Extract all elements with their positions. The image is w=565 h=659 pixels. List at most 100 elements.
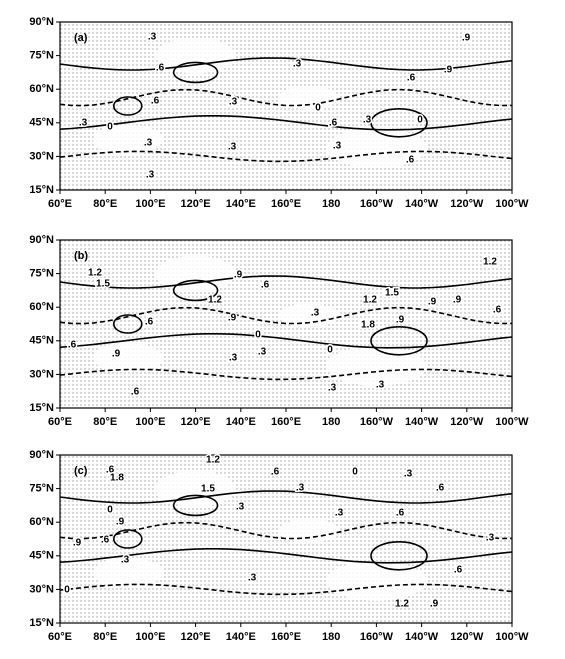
positive-contour bbox=[59, 57, 513, 71]
contour-label: .3 bbox=[376, 380, 385, 391]
contour-label: 0 bbox=[107, 505, 113, 516]
panel-label: (b) bbox=[74, 250, 88, 262]
lat-tick-label: 90°N bbox=[29, 449, 54, 461]
contour-label: 1.2 bbox=[88, 268, 102, 279]
contour-label: .3 bbox=[328, 383, 337, 394]
lon-tick-label: 160°W bbox=[360, 416, 394, 428]
lon-tick-label: 100°E bbox=[135, 631, 165, 643]
lat-tick-label: 75°N bbox=[29, 483, 54, 495]
contour-label: .3 bbox=[148, 32, 157, 43]
closed-contour bbox=[370, 108, 428, 138]
contour-label: .9 bbox=[73, 538, 82, 549]
contour-label: 1.2 bbox=[395, 599, 409, 610]
contour-label: .9 bbox=[234, 270, 243, 281]
positive-contour bbox=[59, 490, 513, 504]
contour-label: .3 bbox=[229, 97, 238, 108]
contour-label: 1.5 bbox=[201, 484, 215, 495]
lat-tick-label: 75°N bbox=[29, 268, 54, 280]
contour-label: .6 bbox=[329, 118, 338, 129]
negative-contour bbox=[59, 583, 513, 596]
contour-label: .3 bbox=[486, 533, 495, 544]
lon-tick-label: 60°E bbox=[48, 416, 72, 428]
closed-contour bbox=[172, 494, 219, 517]
lat-tick-label: 30°N bbox=[29, 583, 54, 595]
lat-tick-label: 45°N bbox=[29, 335, 54, 347]
contour-label: 0 bbox=[352, 467, 358, 478]
contour-label: .6 bbox=[454, 565, 463, 576]
lon-tick-label: 100°W bbox=[495, 416, 529, 428]
lat-tick-label: 15°N bbox=[29, 184, 54, 196]
lat-tick-label: 60°N bbox=[29, 301, 54, 313]
closed-contour bbox=[172, 279, 219, 302]
contour-label: 0 bbox=[255, 330, 261, 341]
closed-contour bbox=[172, 61, 219, 84]
contour-label: .3 bbox=[144, 138, 153, 149]
positive-contour bbox=[59, 548, 513, 564]
closed-contour bbox=[113, 529, 143, 549]
lon-tick-label: 100°E bbox=[135, 198, 165, 210]
lon-tick-label: 60°E bbox=[48, 631, 72, 643]
panel-label: (a) bbox=[74, 32, 88, 44]
lon-tick-label: 160°E bbox=[271, 416, 301, 428]
contour-label: .3 bbox=[229, 353, 238, 364]
negative-contour bbox=[59, 150, 513, 163]
lat-tick-label: 15°N bbox=[29, 617, 54, 629]
lon-tick-label: 140°W bbox=[405, 416, 439, 428]
lat-tick-label: 75°N bbox=[29, 50, 54, 62]
contour-label: .6 bbox=[406, 155, 415, 166]
contour-label: .9 bbox=[228, 313, 237, 324]
lon-tick-label: 140°E bbox=[226, 198, 256, 210]
closed-contour bbox=[370, 540, 428, 571]
lon-tick-label: 100°W bbox=[495, 631, 529, 643]
contour-label: 0 bbox=[327, 345, 333, 356]
contour-label: .6 bbox=[131, 387, 140, 398]
contour-label: 1.2 bbox=[206, 455, 220, 466]
contour-label: .9 bbox=[396, 315, 405, 326]
closed-contour bbox=[113, 314, 143, 334]
contour-label: .6 bbox=[396, 508, 405, 519]
map-panel: 90°N 75°N 60°N 45°N 30°N 15°N 60°E 80°E 100°E 120… bbox=[29, 234, 529, 428]
lon-tick-label: 120°E bbox=[181, 416, 211, 428]
contour-label: .3 bbox=[258, 347, 267, 358]
contour-label: .3 bbox=[404, 469, 413, 480]
lon-tick-label: 180 bbox=[322, 416, 340, 428]
contour-label: 0 bbox=[417, 115, 423, 126]
lon-tick-label: 140°W bbox=[405, 198, 439, 210]
lon-tick-label: 140°E bbox=[226, 416, 256, 428]
lon-tick-label: 160°W bbox=[360, 198, 394, 210]
lat-tick-label: 45°N bbox=[29, 550, 54, 562]
lon-tick-label: 120°W bbox=[450, 198, 484, 210]
lat-tick-label: 90°N bbox=[29, 16, 54, 28]
contour-label: .6 bbox=[493, 305, 502, 316]
negative-contour bbox=[59, 368, 513, 381]
contour-label: .9 bbox=[453, 295, 462, 306]
contour-label: .9 bbox=[112, 349, 121, 360]
contour-label: .3 bbox=[333, 141, 342, 152]
positive-contour bbox=[59, 115, 513, 131]
contour-label: .9 bbox=[462, 33, 471, 44]
contour-label: .9 bbox=[444, 65, 453, 76]
lon-tick-label: 160°E bbox=[271, 198, 301, 210]
contour-label: 1.2 bbox=[483, 257, 497, 268]
contour-label: .9 bbox=[116, 517, 125, 528]
clear-area bbox=[155, 37, 236, 74]
lat-tick-label: 30°N bbox=[29, 150, 54, 162]
contour-label: .3 bbox=[248, 573, 257, 584]
lat-tick-label: 30°N bbox=[29, 368, 54, 380]
map-panel: 90°N 75°N 60°N 45°N 30°N 15°N 60°E 80°E 100°E 120… bbox=[29, 449, 529, 643]
contour-label: .6 bbox=[271, 467, 280, 478]
clear-area bbox=[92, 342, 163, 373]
contour-label: .6 bbox=[156, 63, 165, 74]
negative-contour bbox=[59, 306, 513, 325]
clear-area bbox=[155, 255, 236, 292]
lon-tick-label: 180 bbox=[322, 198, 340, 210]
contour-label: .9 bbox=[428, 297, 437, 308]
contour-label: .3 bbox=[363, 115, 372, 126]
lon-tick-label: 160°E bbox=[271, 631, 301, 643]
lon-tick-label: 120°E bbox=[181, 631, 211, 643]
contour-label: .9 bbox=[430, 599, 439, 610]
lon-tick-label: 80°E bbox=[93, 631, 117, 643]
lat-tick-label: 60°N bbox=[29, 516, 54, 528]
closed-contour bbox=[113, 96, 143, 116]
contour-label: .6 bbox=[68, 340, 77, 351]
